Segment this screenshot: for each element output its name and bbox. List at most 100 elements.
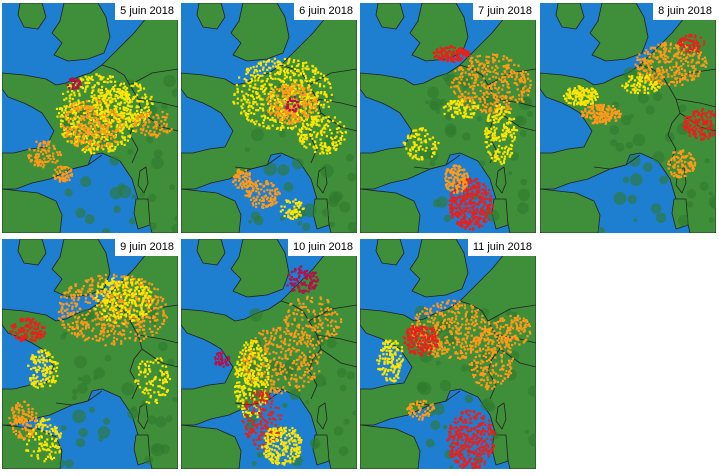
stroke-cluster-red: [402, 325, 439, 357]
stroke-cluster-magenta: [286, 265, 320, 294]
stroke-cluster-orange: [8, 400, 38, 440]
land-great-britain: [589, 3, 649, 62]
stroke-cluster-orange: [490, 314, 532, 347]
date-label: 11 juin 2018: [467, 239, 536, 256]
land-ireland: [17, 239, 47, 266]
stroke-cluster-yellow: [484, 103, 519, 166]
map-panel-8-juin: 8 juin 2018: [540, 3, 716, 233]
country-border: [316, 334, 357, 344]
land-ireland: [196, 239, 226, 266]
land-corsica: [316, 402, 328, 430]
map-panel-11-juin: 11 juin 2018: [360, 239, 536, 469]
land-sardinia: [491, 434, 509, 466]
stroke-cluster-yellow: [402, 127, 440, 161]
lightning-strokes: [214, 265, 343, 466]
country-border: [129, 68, 178, 86]
stroke-cluster-yellow: [279, 198, 305, 220]
date-label: 6 juin 2018: [294, 3, 357, 20]
lightning-density-map: [2, 239, 178, 469]
stroke-cluster-orange: [667, 149, 697, 179]
stroke-cluster-red: [448, 177, 494, 231]
map-panel-7-juin: 7 juin 2018: [360, 3, 536, 233]
stroke-cluster-yellow: [562, 85, 599, 106]
stroke-cluster-yellow: [92, 82, 154, 129]
land-corsica: [137, 166, 149, 194]
land-great-britain: [230, 239, 290, 298]
lightning-density-map: [360, 3, 536, 233]
land-ireland: [17, 3, 47, 30]
stroke-cluster-orange: [580, 103, 622, 125]
stroke-cluster-yellow: [261, 426, 303, 466]
terrain-shading: [597, 67, 716, 233]
land-iberia-south: [181, 424, 242, 469]
lightning-density-map: [2, 3, 178, 233]
lightning-strokes: [232, 57, 348, 220]
land-ireland: [375, 3, 405, 30]
stroke-cluster-orange: [450, 53, 532, 115]
land-great-britain: [230, 3, 290, 62]
map-panel-6-juin: 6 juin 2018: [181, 3, 357, 233]
stroke-cluster-yellow: [94, 276, 154, 325]
date-label: 8 juin 2018: [653, 3, 716, 20]
land-ireland: [555, 3, 585, 30]
stroke-cluster-yellow: [22, 417, 62, 463]
country-border: [593, 154, 641, 170]
country-border: [413, 154, 461, 170]
land-great-britain: [51, 3, 111, 62]
stroke-cluster-red: [682, 107, 716, 141]
lightning-strokes: [376, 299, 532, 469]
lightning-density-map: [540, 3, 716, 233]
stroke-cluster-red: [9, 317, 46, 343]
country-border: [487, 304, 536, 322]
lightning-density-map: [181, 3, 357, 233]
date-label: 9 juin 2018: [115, 239, 178, 256]
stroke-cluster-red: [677, 33, 706, 54]
land-iberia-south: [540, 188, 601, 233]
stroke-cluster-orange: [283, 295, 343, 345]
country-border: [234, 154, 282, 170]
stroke-cluster-red: [241, 390, 283, 451]
stroke-cluster-yellow: [134, 357, 172, 404]
stroke-cluster-orange: [132, 110, 173, 139]
country-border: [129, 348, 143, 400]
stroke-cluster-orange: [52, 165, 74, 183]
land-iberia-south: [2, 188, 63, 233]
stroke-cluster-yellow: [442, 98, 480, 119]
lightning-strokes: [562, 33, 716, 179]
land-iberia-south: [181, 188, 242, 233]
lightning-density-map: [181, 239, 357, 469]
land-iberia-south: [360, 424, 421, 469]
land-iberia-south: [360, 188, 421, 233]
stroke-cluster-red: [432, 45, 471, 64]
stroke-cluster-orange: [61, 97, 125, 150]
map-panel-10-juin: 10 juin 2018: [181, 239, 357, 469]
land-corsica: [495, 402, 507, 430]
land-corsica: [495, 166, 507, 194]
stroke-cluster-orange: [27, 140, 63, 169]
stroke-cluster-orange: [410, 299, 492, 360]
country-border: [495, 98, 536, 108]
country-border: [141, 348, 178, 368]
date-label: 5 juin 2018: [115, 3, 178, 20]
stroke-cluster-yellow: [297, 115, 348, 155]
lightning-strokes: [8, 273, 172, 463]
stroke-cluster-orange: [444, 164, 469, 194]
country-border: [55, 390, 103, 406]
stroke-cluster-yellow: [27, 349, 59, 389]
stroke-cluster-magenta: [66, 77, 82, 90]
land-ireland: [375, 239, 405, 266]
date-label: 7 juin 2018: [473, 3, 536, 20]
map-panel-5-juin: 5 juin 2018: [2, 3, 178, 233]
country-border: [675, 98, 716, 108]
stroke-cluster-orange: [468, 329, 514, 391]
country-border: [320, 348, 357, 368]
lightning-strokes: [402, 45, 532, 231]
date-label: 10 juin 2018: [288, 239, 357, 256]
land-great-britain: [409, 239, 469, 298]
stroke-cluster-red: [446, 409, 496, 469]
lightning-density-map: [360, 239, 536, 469]
stroke-cluster-magenta: [285, 96, 301, 113]
land-ireland: [196, 3, 226, 30]
country-border: [308, 68, 357, 86]
stroke-cluster-orange: [406, 399, 436, 421]
